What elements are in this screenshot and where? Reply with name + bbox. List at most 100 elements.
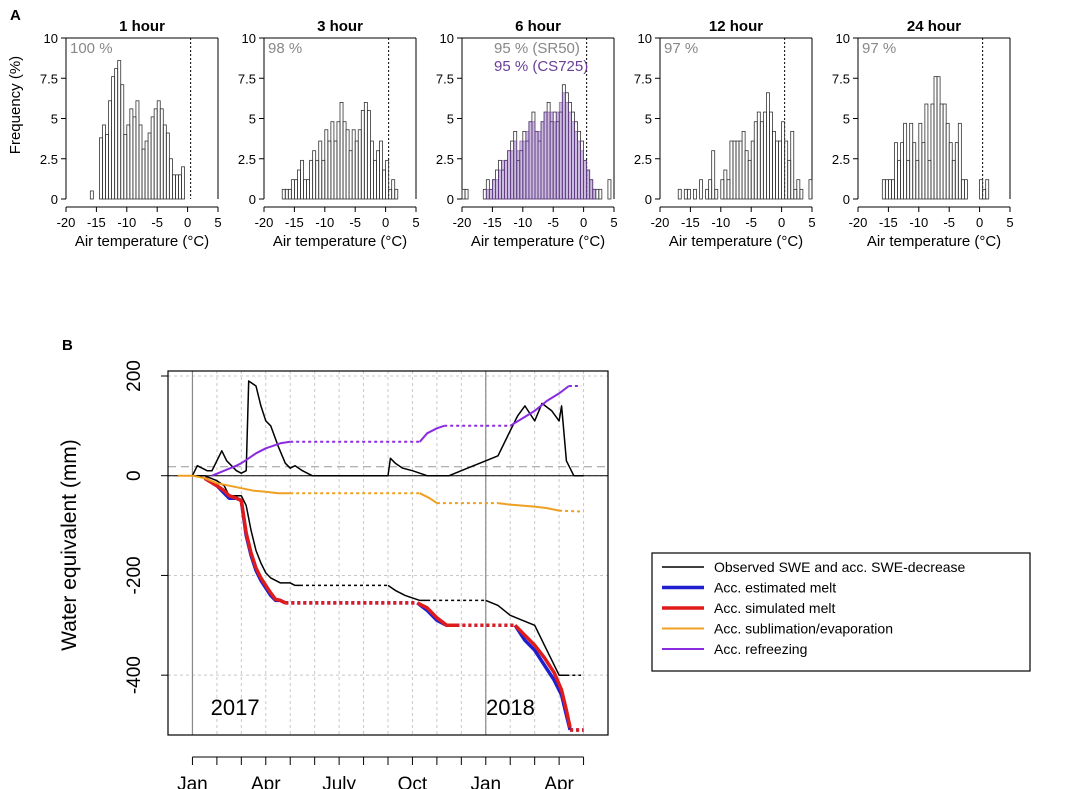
histogram-bar	[985, 179, 990, 200]
series-acc-sublimation-evaporation	[177, 474, 584, 513]
histogram-bar	[927, 159, 932, 200]
histogram-bar	[293, 179, 298, 200]
x-tick-label: -20	[453, 215, 472, 230]
histogram-bar	[391, 179, 396, 200]
histogram-title: 12 hour	[709, 18, 763, 35]
histogram-bar	[906, 159, 911, 200]
histogram-bar	[921, 142, 926, 200]
histogram-bar	[769, 111, 773, 200]
histogram-bar	[105, 134, 109, 200]
y-tick-label: 0	[124, 470, 145, 481]
y-tick-label: -400	[124, 656, 145, 694]
histogram-bar	[723, 169, 728, 200]
y-tick-label: 2.5	[634, 152, 652, 167]
histogram-bar	[729, 140, 734, 200]
histogram-title: 24 hour	[907, 18, 961, 35]
histogram-bar	[309, 159, 314, 200]
histogram-bar	[287, 188, 292, 200]
histogram-bar	[903, 122, 908, 200]
series-acc-refreezing	[211, 385, 582, 477]
histogram-bar	[964, 179, 968, 200]
y-tick-label: 2.5	[832, 152, 850, 167]
histogram-bar	[129, 108, 134, 200]
y-tick-label: 5	[843, 112, 850, 127]
x-tick-label: 5	[412, 215, 419, 230]
legend: Observed SWE and acc. SWE-decrease Acc. e…	[651, 552, 1031, 672]
histogram-bar	[705, 188, 710, 200]
histogram-title: 3 hour	[317, 18, 363, 35]
histogram-bar	[324, 129, 329, 200]
y-tick-label: 7.5	[634, 71, 652, 86]
x-axis-label: Air temperature (°C)	[75, 233, 209, 250]
y-tick-label: 5	[249, 112, 256, 127]
histogram-bar	[552, 121, 557, 200]
x-axis-label: Air temperature (°C)	[669, 233, 803, 250]
histogram-bar	[488, 188, 493, 200]
histogram-bar	[117, 60, 122, 200]
y-tick-label: 5	[447, 112, 454, 127]
histogram-bar	[759, 121, 764, 200]
series-segment	[387, 584, 428, 602]
y-tick-label: 0	[51, 192, 58, 207]
histogram-bar	[382, 169, 386, 200]
x-tick-label: Apr	[251, 774, 281, 789]
y-tick-label: 5	[51, 112, 58, 127]
x-tick-label: -5	[547, 215, 559, 230]
x-tick-label: 0	[976, 215, 983, 230]
histogram-bar	[708, 179, 713, 200]
histogram-bar	[960, 179, 965, 200]
histogram-bar	[799, 188, 804, 200]
series-segment	[211, 440, 291, 477]
y-tick-label: 7.5	[40, 71, 58, 86]
x-tick-label: 0	[580, 215, 587, 230]
histogram-bar	[123, 134, 128, 200]
annotation-sr50: 95 % (SR50)	[494, 40, 580, 57]
x-tick-label: -20	[651, 215, 670, 230]
series-segment	[497, 502, 560, 512]
histogram-bar	[942, 103, 947, 200]
histogram-bar	[808, 179, 813, 200]
histogram-bar	[156, 100, 161, 200]
histogram-bar	[683, 188, 688, 200]
histogram-bar	[918, 122, 923, 200]
series-segment	[559, 509, 584, 513]
histogram-bar	[939, 103, 944, 200]
histogram-bar	[912, 142, 917, 200]
histogram-bar	[141, 148, 146, 200]
histogram-bar	[686, 188, 691, 200]
histogram-bar	[147, 132, 152, 200]
x-tick-label: -20	[255, 215, 274, 230]
x-tick-label: -10	[909, 215, 928, 230]
histogram-bar	[153, 108, 158, 200]
histogram-bar	[519, 140, 524, 200]
annotation-percent: 97 %	[862, 40, 896, 57]
x-tick-label: -20	[849, 215, 868, 230]
histogram-bar	[894, 142, 898, 200]
histogram-bar	[281, 188, 286, 200]
histogram-4: 12 hour 0 2.5 5 7.5 10 -20 -15 -10 -5 0 5 Air temper…	[634, 18, 816, 250]
histogram-bar	[360, 110, 365, 200]
histogram-bar	[482, 188, 487, 200]
histogram-bar	[571, 121, 575, 200]
histogram-bar	[284, 188, 289, 200]
histogram-bar	[345, 129, 350, 200]
histogram-bar	[330, 121, 335, 200]
x-tick-label: -5	[943, 215, 955, 230]
x-tick-label: -15	[681, 215, 700, 230]
histogram-bar	[132, 116, 137, 200]
panel-a-label: A	[10, 7, 21, 24]
y-tick-label: 10	[440, 31, 454, 46]
histogram-bar	[711, 150, 716, 200]
x-tick-label: July	[322, 774, 356, 789]
legend-entry-label: Acc. simulated melt	[714, 600, 835, 616]
x-tick-label: Jan	[177, 774, 208, 789]
x-axis-label: Air temperature (°C)	[273, 233, 407, 250]
histogram-bar	[138, 124, 143, 200]
histogram-bar	[485, 188, 490, 200]
histogram-bar	[114, 68, 119, 200]
histogram-bar	[385, 159, 390, 200]
legend-box	[651, 552, 1031, 672]
histogram-bar	[89, 190, 94, 200]
year-label-2017: 2017	[211, 695, 260, 720]
